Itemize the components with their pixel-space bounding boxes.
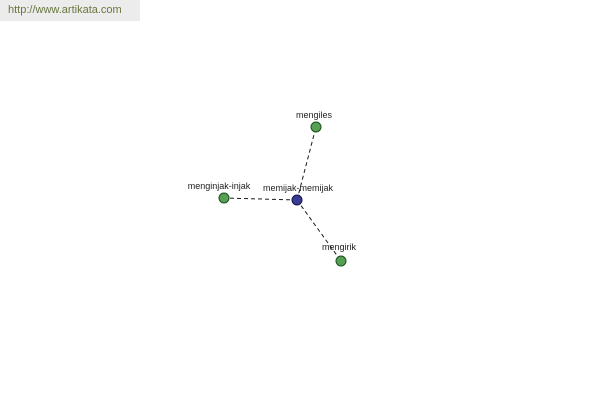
graph-node-mengirik[interactable]: [335, 255, 347, 267]
edge-memijak-memijak-mengiles: [296, 126, 317, 201]
graph-node-menginjak-injak[interactable]: [218, 192, 230, 204]
graph-node-memijak-memijak[interactable]: [291, 194, 303, 206]
node-label-mengirik[interactable]: mengirik: [322, 242, 357, 252]
edge-memijak-memijak-menginjak-injak: [223, 197, 298, 201]
graph-node-mengiles[interactable]: [310, 121, 322, 133]
url-text: http://www.artikata.com: [8, 4, 122, 16]
url-bar: http://www.artikata.com: [0, 0, 140, 21]
edge-memijak-memijak-mengirik: [296, 199, 342, 262]
node-label-memijak-memijak[interactable]: memijak-memijak: [263, 183, 334, 193]
node-label-mengiles[interactable]: mengiles: [296, 110, 333, 120]
node-label-menginjak-injak[interactable]: menginjak-injak: [188, 181, 251, 191]
